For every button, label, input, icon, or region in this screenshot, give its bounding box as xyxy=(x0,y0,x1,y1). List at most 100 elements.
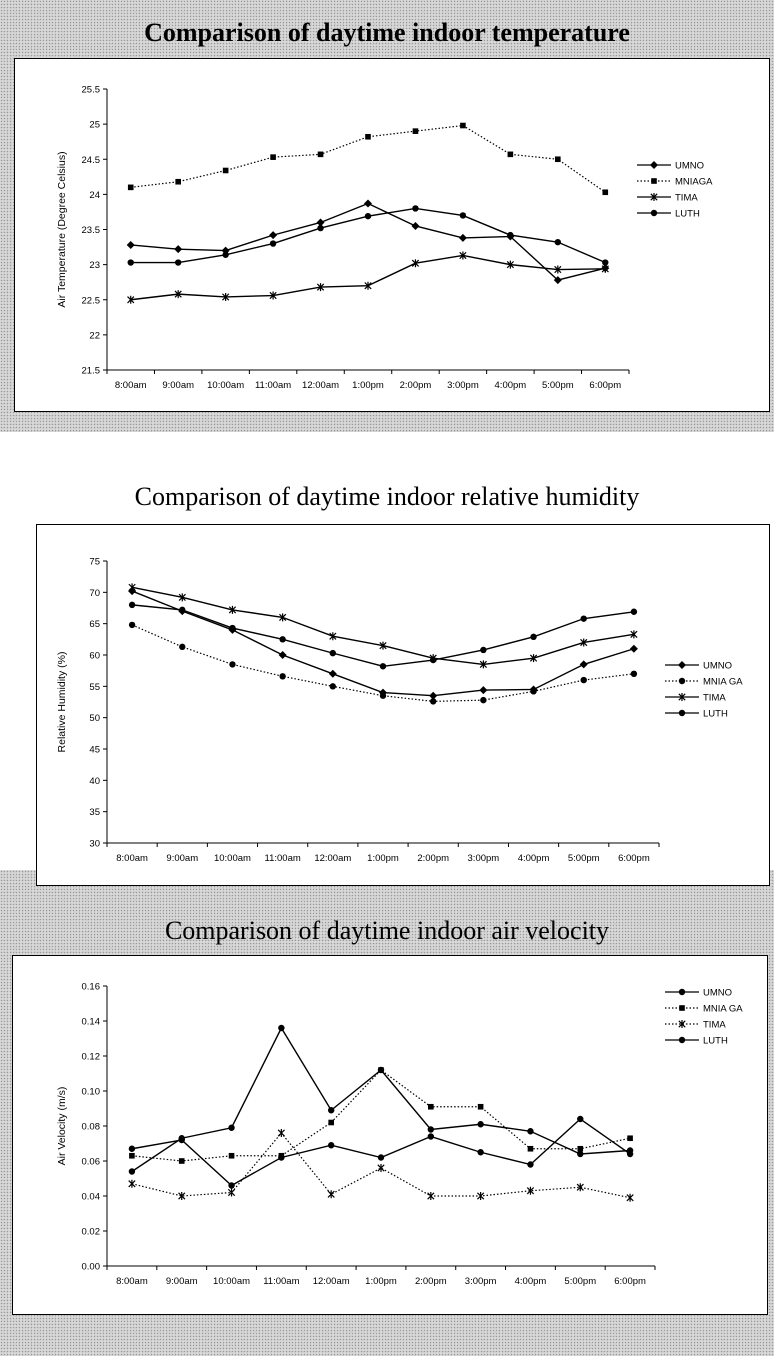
data-point xyxy=(316,283,325,292)
y-axis-label: Air Temperature (Degree Celsius) xyxy=(56,151,68,307)
series-line-mnia-ga xyxy=(131,1069,631,1162)
x-tick-label: 6:00pm xyxy=(614,1276,646,1287)
data-point xyxy=(178,593,186,602)
data-point xyxy=(429,656,437,664)
data-point xyxy=(227,1188,236,1197)
data-point xyxy=(270,154,276,160)
data-point xyxy=(377,1164,385,1172)
x-tick-label: 3:00pm xyxy=(465,1276,497,1287)
data-point xyxy=(530,633,537,641)
y-tick-label: 0.14 xyxy=(82,1017,101,1028)
legend-item-mnia-ga: MNIA GA xyxy=(665,677,743,688)
series-line-mnia-ga xyxy=(131,624,634,702)
y-tick-label: 24.5 xyxy=(82,155,101,166)
x-tick-label: 2:00pm xyxy=(400,380,432,391)
legend-marker xyxy=(678,1020,686,1028)
data-point xyxy=(580,676,587,684)
legend-item-tima: TIMA xyxy=(637,193,698,204)
data-point xyxy=(412,205,419,212)
chart-title-temperature: Comparison of daytime indoor temperature xyxy=(144,18,630,47)
x-tick-label: 4:00pm xyxy=(515,1276,547,1287)
legend-marker xyxy=(678,661,686,669)
data-point xyxy=(427,1126,435,1133)
data-point xyxy=(128,1168,136,1175)
y-tick-label: 50 xyxy=(89,713,100,724)
data-point xyxy=(427,1133,435,1140)
data-point xyxy=(554,238,562,246)
y-tick-label: 75 xyxy=(89,557,100,568)
data-point xyxy=(329,683,337,690)
data-point xyxy=(328,1119,334,1126)
data-point xyxy=(129,1152,135,1159)
data-point xyxy=(527,1128,534,1135)
legend-marker xyxy=(678,693,686,701)
x-tick-label: 3:00pm xyxy=(447,380,479,391)
chart-title-humidity: Comparison of daytime indoor relative hu… xyxy=(134,482,640,511)
data-point xyxy=(317,151,324,158)
data-point xyxy=(178,1136,185,1144)
data-point xyxy=(128,1179,136,1188)
data-point xyxy=(530,688,537,695)
series-mniaga xyxy=(127,122,609,196)
legend-item-mniaga: MNIAGA xyxy=(637,177,713,188)
data-point xyxy=(175,178,181,185)
series-line-luth xyxy=(131,1118,631,1187)
y-tick-label: 0.04 xyxy=(82,1192,101,1203)
y-tick-label: 0.06 xyxy=(82,1157,101,1168)
data-point xyxy=(527,1161,534,1168)
x-tick-label: 1:00pm xyxy=(365,1276,397,1287)
data-point xyxy=(178,1158,185,1164)
y-tick-label: 55 xyxy=(89,682,100,693)
x-tick-label: 2:00pm xyxy=(417,853,449,864)
legend-label: UMNO xyxy=(675,161,704,172)
y-tick-label: 40 xyxy=(89,776,100,787)
y-tick-label: 0.12 xyxy=(82,1052,101,1063)
data-point xyxy=(327,1107,335,1114)
data-point xyxy=(278,1024,285,1032)
data-point xyxy=(554,265,562,274)
data-point xyxy=(327,1190,335,1199)
data-point xyxy=(174,290,182,299)
data-point xyxy=(526,1186,535,1195)
data-point xyxy=(412,128,419,134)
y-tick-label: 45 xyxy=(89,745,100,756)
data-point xyxy=(580,615,587,622)
series-line-luth xyxy=(132,604,635,667)
legend-marker xyxy=(650,193,658,201)
chart-humidity: 30 35 40 45 50 55 60 65 70 75 8:00am 9:00am 10:00am 1… xyxy=(56,557,743,865)
data-point xyxy=(364,212,372,220)
data-point xyxy=(228,1124,235,1131)
data-point xyxy=(174,245,183,254)
series-luth xyxy=(128,601,638,670)
data-point xyxy=(127,259,134,266)
legend-label: MNIA GA xyxy=(703,1004,743,1015)
data-point xyxy=(580,638,588,647)
data-point xyxy=(411,259,420,268)
x-tick-label: 3:00pm xyxy=(468,853,500,864)
data-point xyxy=(178,1192,186,1200)
legend-label: UMNO xyxy=(703,661,732,672)
legend-marker xyxy=(678,709,686,717)
series-tima xyxy=(127,251,609,304)
data-point xyxy=(364,281,372,290)
x-tick-label: 6:00pm xyxy=(618,853,650,864)
series-tima xyxy=(128,1129,634,1202)
data-point xyxy=(479,686,488,695)
data-point xyxy=(222,167,229,174)
x-tick-label: 11:00am xyxy=(265,853,301,864)
legend-item-tima: TIMA xyxy=(665,1020,726,1031)
y-tick-label: 21.5 xyxy=(82,366,101,377)
series-tima xyxy=(128,583,638,669)
y-tick-label: 24 xyxy=(89,190,100,201)
data-point xyxy=(529,654,538,663)
legend-label: LUTH xyxy=(703,709,728,720)
series-line-tima xyxy=(131,586,635,666)
data-point xyxy=(279,613,287,622)
data-point xyxy=(458,233,467,242)
data-point xyxy=(127,295,135,304)
legend-item-umno: UMNO xyxy=(665,661,732,672)
data-point xyxy=(128,601,136,609)
data-point xyxy=(378,1067,384,1073)
data-point xyxy=(377,1154,385,1161)
y-tick-label: 0.00 xyxy=(82,1262,101,1273)
